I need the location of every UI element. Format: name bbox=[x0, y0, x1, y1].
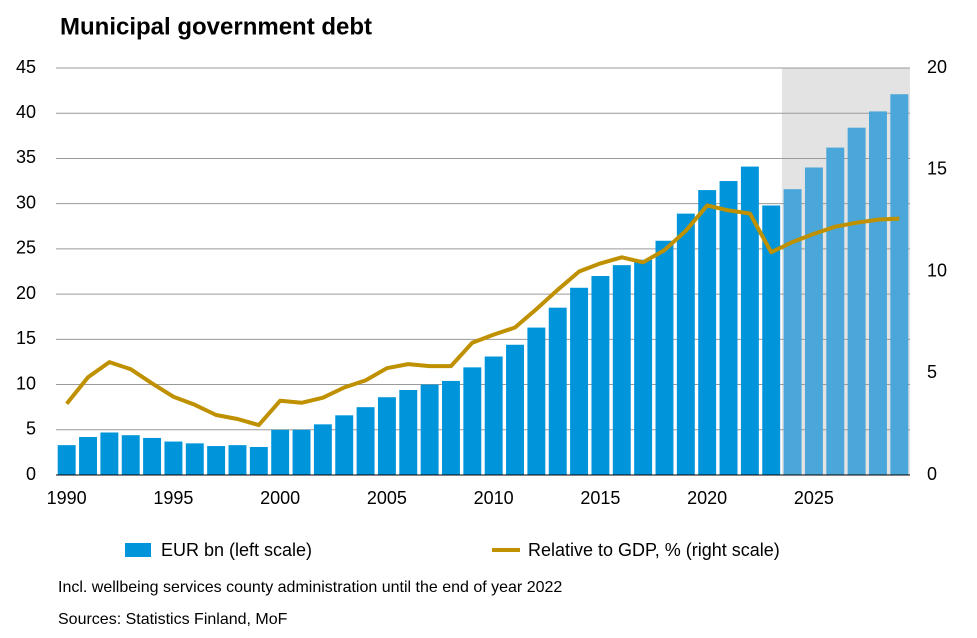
bar bbox=[442, 380, 460, 475]
y-tick-label: 20 bbox=[16, 283, 36, 303]
bar bbox=[591, 276, 610, 475]
y2-tick-label: 5 bbox=[927, 362, 937, 382]
bar bbox=[719, 181, 738, 476]
bar bbox=[676, 213, 695, 476]
bar bbox=[740, 166, 759, 475]
bar bbox=[869, 111, 887, 475]
bar bbox=[420, 384, 439, 475]
bar bbox=[335, 415, 354, 475]
x-tick-label: 2010 bbox=[474, 488, 514, 508]
bar bbox=[698, 190, 717, 475]
y-tick-label: 5 bbox=[26, 419, 36, 439]
bar bbox=[484, 356, 503, 475]
y-tick-label: 10 bbox=[16, 373, 36, 393]
x-tick-label: 2020 bbox=[687, 488, 727, 508]
bar bbox=[57, 445, 76, 475]
bar bbox=[207, 446, 226, 475]
bar bbox=[292, 429, 311, 475]
y-tick-label: 15 bbox=[16, 328, 36, 348]
x-tick-label: 2015 bbox=[580, 488, 620, 508]
bar bbox=[890, 94, 909, 476]
y-tick-label: 25 bbox=[16, 238, 36, 258]
line bbox=[65, 203, 900, 428]
forecast-shade bbox=[781, 68, 910, 475]
bar bbox=[548, 307, 567, 475]
x-tick-label: 1995 bbox=[153, 488, 193, 508]
bar bbox=[313, 424, 332, 475]
x-tick-label: 2025 bbox=[794, 488, 834, 508]
bar bbox=[228, 445, 247, 475]
y2-tick-label: 20 bbox=[927, 57, 947, 77]
legend-swatch bbox=[125, 543, 151, 557]
y2-tick-label: 15 bbox=[927, 159, 947, 179]
bar bbox=[79, 437, 97, 475]
bar bbox=[612, 265, 631, 475]
note: Incl. wellbeing services county administ… bbox=[58, 579, 562, 596]
bar bbox=[377, 397, 396, 475]
bar bbox=[634, 259, 653, 475]
bar bbox=[143, 437, 162, 475]
bar bbox=[463, 367, 482, 475]
y-tick-label: 40 bbox=[16, 102, 36, 122]
x-tick-label: 2000 bbox=[260, 488, 300, 508]
bar bbox=[121, 435, 140, 475]
source: Sources: Statistics Finland, MoF bbox=[58, 611, 288, 628]
bar bbox=[804, 167, 823, 475]
bar bbox=[506, 344, 524, 475]
x-tick-label: 2005 bbox=[367, 488, 407, 508]
x-tick-label: 1990 bbox=[47, 488, 87, 508]
legend-label: EUR bn (left scale) bbox=[161, 540, 312, 560]
y2-tick-label: 0 bbox=[927, 464, 937, 484]
legend-label: Relative to GDP, % (right scale) bbox=[528, 540, 780, 560]
bar bbox=[570, 287, 589, 475]
chart-title: Municipal government debt bbox=[60, 13, 372, 40]
bar bbox=[249, 446, 268, 475]
bar bbox=[762, 205, 781, 475]
bar bbox=[164, 441, 183, 475]
bar bbox=[399, 389, 418, 475]
bar bbox=[826, 147, 845, 475]
y2-tick-label: 10 bbox=[927, 260, 947, 280]
bar bbox=[783, 189, 802, 475]
bar bbox=[527, 327, 546, 475]
bar bbox=[356, 407, 375, 475]
bar bbox=[271, 429, 290, 475]
y-tick-label: 45 bbox=[16, 57, 36, 77]
bar bbox=[185, 443, 204, 475]
y-tick-label: 30 bbox=[16, 192, 36, 212]
bar bbox=[100, 432, 119, 475]
y-tick-label: 35 bbox=[16, 147, 36, 167]
y-tick-label: 0 bbox=[26, 464, 36, 484]
bar bbox=[847, 127, 866, 476]
bar bbox=[655, 240, 674, 475]
